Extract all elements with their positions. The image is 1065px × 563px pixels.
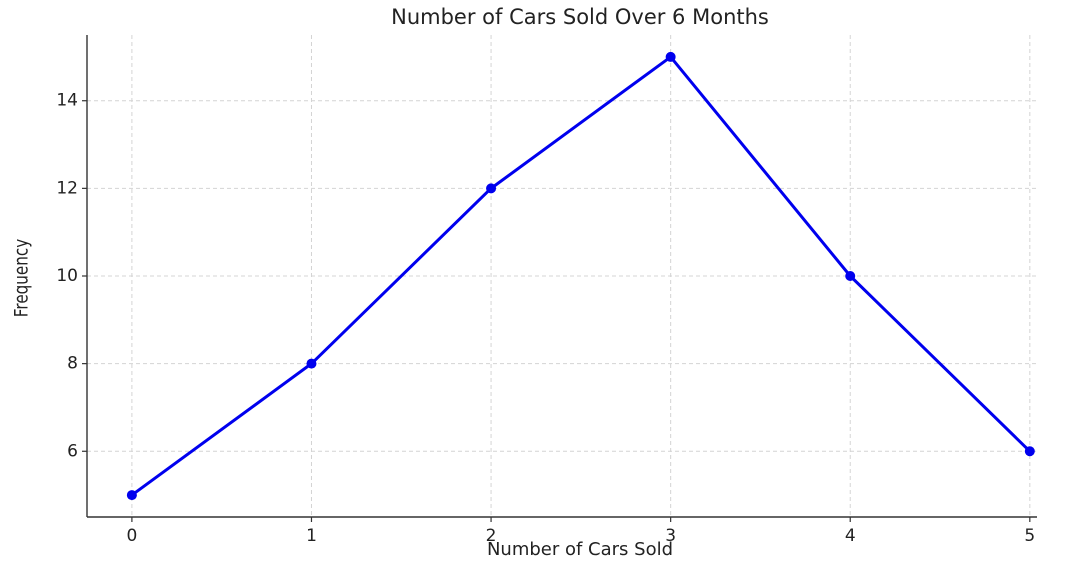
x-tick-label: 4 — [845, 526, 856, 546]
data-point — [306, 358, 317, 369]
y-tick-label: 8 — [67, 354, 78, 374]
x-tick-label: 0 — [126, 526, 137, 546]
y-axis-label: Frequency — [11, 239, 33, 317]
y-tick-label: 10 — [56, 266, 78, 286]
data-point — [665, 51, 676, 62]
x-tick-label: 1 — [306, 526, 317, 546]
x-tick-label: 2 — [486, 526, 497, 546]
line-series — [131, 55, 1031, 497]
data-point — [486, 183, 497, 194]
y-tick-label: 12 — [56, 178, 78, 198]
x-tick-label: 5 — [1024, 526, 1035, 546]
x-axis-label: Number of Cars Sold — [487, 539, 673, 560]
data-point — [1024, 446, 1035, 457]
data-point — [126, 490, 137, 501]
y-tick-label: 14 — [56, 91, 78, 111]
x-tick-label: 3 — [665, 526, 676, 546]
y-tick-label: 6 — [67, 441, 78, 461]
data-point — [845, 271, 856, 281]
chart-title: Number of Cars Sold Over 6 Months — [391, 5, 769, 29]
